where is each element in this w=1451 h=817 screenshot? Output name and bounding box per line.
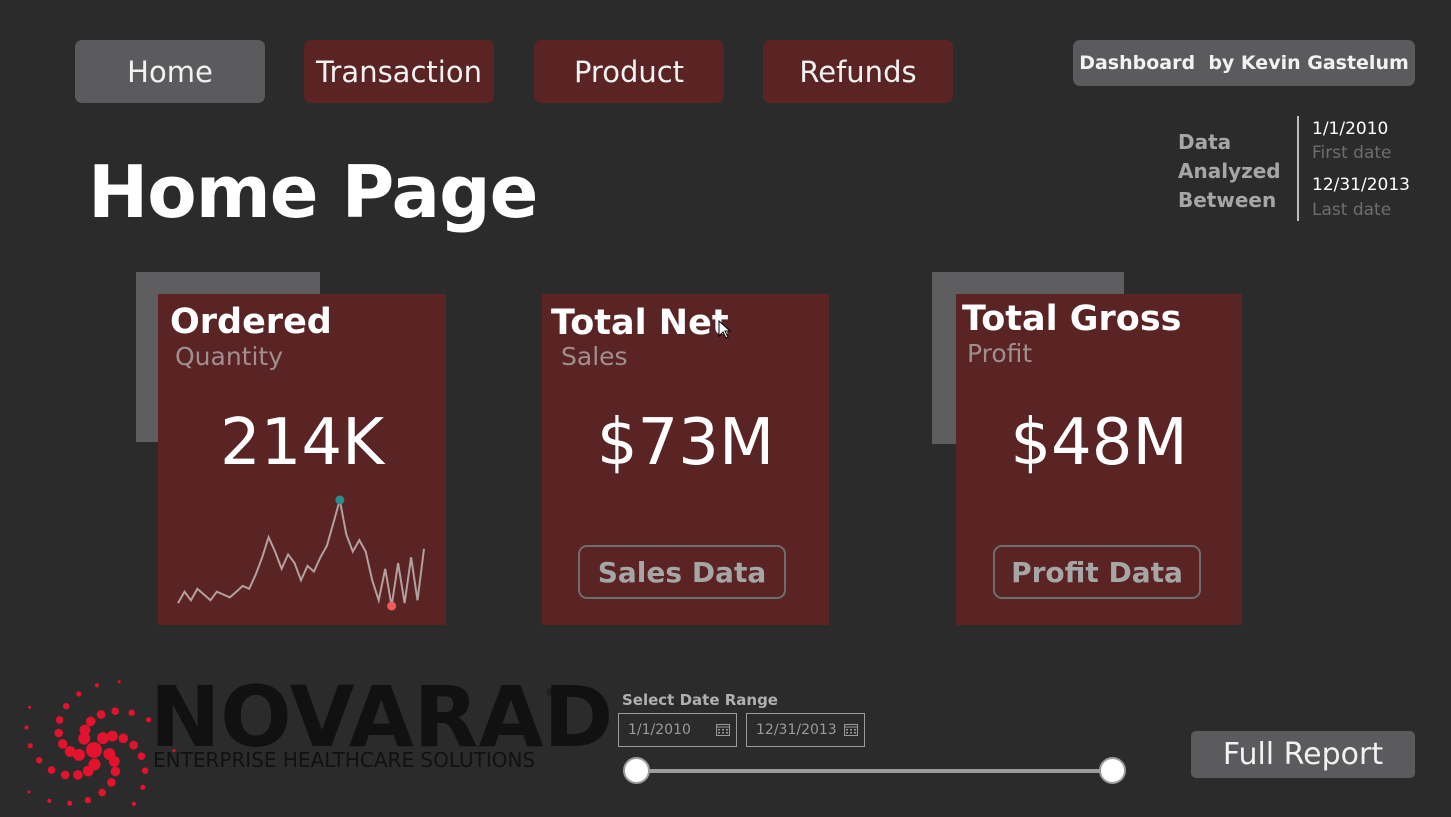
sparkline-min-marker bbox=[387, 601, 397, 611]
logo-dot bbox=[117, 680, 121, 684]
date-range-label: Select Date Range bbox=[622, 691, 778, 709]
data-analyzed-line-1: Data bbox=[1178, 130, 1232, 154]
logo-dot bbox=[85, 716, 96, 727]
nav-product-button[interactable]: Product bbox=[534, 40, 724, 103]
logo-dot bbox=[47, 798, 52, 803]
last-date-value: 12/31/2013 bbox=[1312, 175, 1410, 195]
logo-dot bbox=[96, 710, 106, 719]
start-date-value: 1/1/2010 bbox=[628, 722, 691, 738]
logo-dot bbox=[73, 770, 83, 780]
logo-dot bbox=[108, 756, 120, 767]
sparkline-max-marker bbox=[335, 495, 345, 505]
card-net-title: Total Net bbox=[551, 303, 729, 343]
sales-data-button[interactable]: Sales Data bbox=[578, 545, 786, 599]
logo-dot bbox=[94, 683, 99, 688]
card-ordered-title: Ordered bbox=[170, 302, 332, 342]
logo-dot bbox=[137, 752, 146, 760]
logo-dot bbox=[79, 724, 91, 736]
profit-data-button[interactable]: Profit Data bbox=[993, 545, 1201, 599]
card-net-sales: Total Net Sales $73M Sales Data bbox=[542, 294, 829, 625]
logo-dot bbox=[67, 800, 73, 806]
logo-dot bbox=[47, 766, 56, 774]
logo-dot bbox=[24, 725, 29, 730]
nav-refunds-button[interactable]: Refunds bbox=[763, 40, 953, 103]
ordered-sparkline bbox=[177, 495, 425, 611]
logo-dot bbox=[141, 767, 149, 774]
card-net-subtitle: Sales bbox=[561, 342, 628, 371]
card-ordered-subtitle: Quantity bbox=[175, 342, 284, 371]
logo-dot bbox=[107, 778, 116, 787]
data-analyzed-line-2: Analyzed bbox=[1178, 159, 1281, 183]
card-gross-profit: Total Gross Profit $48M Profit Data bbox=[956, 294, 1242, 625]
first-date-value: 1/1/2010 bbox=[1312, 119, 1389, 139]
nav-home-button[interactable]: Home bbox=[75, 40, 265, 103]
logo-dot bbox=[27, 790, 31, 794]
data-analyzed-line-3: Between bbox=[1178, 188, 1277, 212]
logo-dot bbox=[111, 707, 119, 715]
logo-dot bbox=[73, 748, 85, 761]
logo-dot bbox=[57, 739, 68, 749]
card-net-value: $73M bbox=[596, 406, 775, 480]
logo-dot bbox=[128, 709, 135, 716]
logo-dot bbox=[63, 703, 70, 710]
page-title: Home Page bbox=[88, 150, 538, 234]
logo-dot bbox=[129, 740, 138, 750]
date-range-start-handle[interactable] bbox=[622, 757, 650, 784]
date-range-slider-track[interactable] bbox=[636, 769, 1112, 773]
card-gross-title: Total Gross bbox=[962, 299, 1182, 339]
card-gross-value: $48M bbox=[1010, 406, 1188, 480]
logo-dot bbox=[78, 732, 91, 745]
logo-center-dot bbox=[86, 742, 102, 758]
nav-transaction-button[interactable]: Transaction bbox=[304, 40, 494, 103]
logo-dot bbox=[172, 749, 176, 752]
logo-dot bbox=[76, 691, 82, 697]
logo-registered-mark: ® bbox=[545, 686, 556, 699]
logo-dot bbox=[131, 801, 136, 806]
logo-dot bbox=[107, 730, 118, 742]
end-date-input[interactable]: 12/31/2013 bbox=[746, 713, 865, 747]
logo-dot bbox=[145, 717, 152, 723]
logo-name: NOVARAD bbox=[150, 668, 614, 766]
author-credit: Dashboard by Kevin Gastelum bbox=[1073, 40, 1415, 86]
logo-dot bbox=[55, 716, 64, 724]
start-date-input[interactable]: 1/1/2010 bbox=[618, 713, 737, 747]
calendar-icon[interactable] bbox=[716, 723, 730, 736]
logo-dot bbox=[97, 732, 109, 745]
logo-dot bbox=[54, 728, 63, 738]
logo-dot bbox=[28, 705, 32, 709]
last-date-label: Last date bbox=[1312, 200, 1392, 220]
logo-dot bbox=[161, 730, 166, 735]
logo-dot bbox=[60, 770, 70, 780]
logo-dot bbox=[27, 743, 33, 749]
logo-tagline: ENTERPRISE HEALTHCARE SOLUTIONS bbox=[153, 748, 536, 772]
card-gross-subtitle: Profit bbox=[967, 339, 1033, 368]
data-analyzed-label: Data Analyzed Between bbox=[1178, 128, 1288, 215]
logo-dot bbox=[110, 766, 121, 777]
end-date-value: 12/31/2013 bbox=[756, 722, 837, 738]
logo-dot bbox=[64, 746, 76, 757]
card-ordered-value: 214K bbox=[219, 406, 385, 480]
logo-dot bbox=[118, 733, 129, 744]
logo-dot bbox=[98, 788, 106, 797]
full-report-button[interactable]: Full Report bbox=[1191, 731, 1415, 778]
date-range-end-handle[interactable] bbox=[1098, 757, 1126, 784]
calendar-icon[interactable] bbox=[844, 723, 858, 736]
sparkline-line bbox=[177, 499, 425, 607]
logo-dot bbox=[82, 765, 94, 777]
first-date-label: First date bbox=[1312, 143, 1392, 163]
data-analyzed-divider bbox=[1297, 116, 1299, 221]
logo-dot bbox=[84, 796, 92, 804]
logo-dot bbox=[140, 784, 146, 790]
card-ordered-quantity: Ordered Quantity 214K bbox=[158, 294, 446, 625]
novarad-logo-mark-icon bbox=[24, 680, 176, 806]
mouse-cursor-icon bbox=[718, 320, 732, 339]
logo-dot bbox=[36, 757, 43, 764]
